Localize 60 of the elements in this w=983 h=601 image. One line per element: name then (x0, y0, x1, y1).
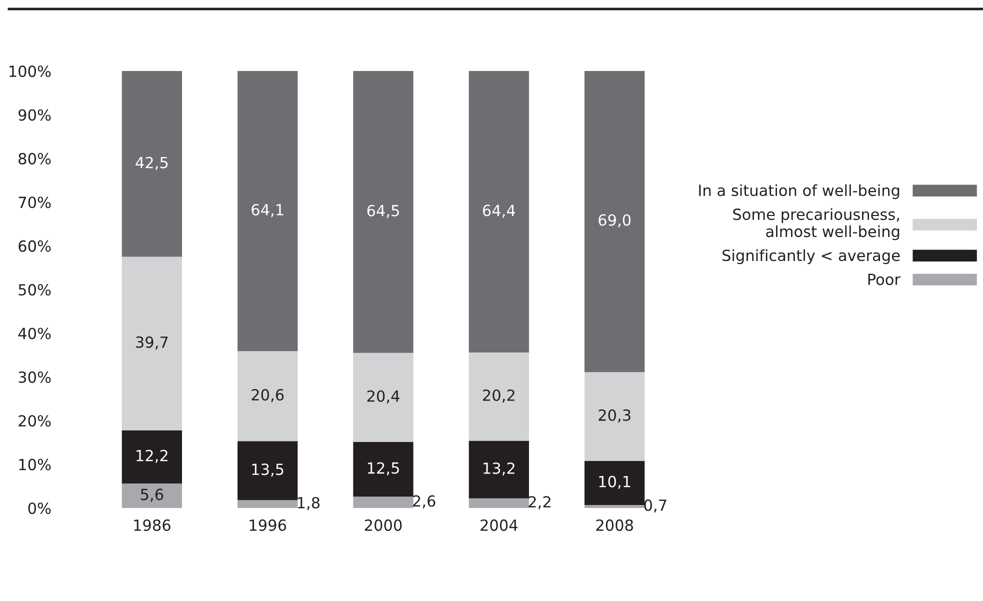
legend-label: Significantly < average (722, 249, 900, 264)
data-label: 13,5 (252, 464, 284, 477)
bar (122, 256, 182, 430)
legend-label: Poor (868, 274, 900, 286)
bar (584, 504, 645, 508)
y-tick-label: 10% (19, 458, 51, 470)
x-tick-label: 1996 (250, 519, 286, 531)
x-tick-label: 2004 (480, 519, 518, 531)
data-label: 2,6 (413, 495, 436, 508)
y-tick-label: 80% (18, 152, 51, 164)
y-tick-label: 100% (10, 66, 51, 78)
bar (353, 71, 414, 353)
data-label: 1,8 (298, 496, 320, 510)
bar (353, 496, 414, 508)
data-label: 0,7 (644, 499, 666, 512)
data-label: 42,5 (136, 156, 168, 170)
bar (353, 352, 414, 442)
data-label: 20,3 (598, 409, 630, 422)
data-label: 12,5 (368, 462, 399, 476)
data-label: 64,1 (252, 204, 284, 218)
data-label: 69,0 (598, 214, 631, 228)
y-tick-label: 30% (18, 371, 51, 383)
data-label: 2,2 (528, 496, 550, 510)
y-tick-label: 60% (18, 240, 51, 252)
data-label: 13,2 (484, 462, 514, 476)
bar (122, 430, 182, 484)
y-tick-label: 70% (18, 196, 51, 208)
bar (584, 460, 645, 505)
data-label: 39,7 (136, 336, 168, 350)
bar (353, 442, 414, 497)
legend-label: Some precariousness, almost well-being (733, 208, 900, 240)
y-tick-label: 90% (18, 109, 51, 121)
y-tick-label: 40% (18, 328, 51, 340)
bar (584, 71, 645, 372)
bar (584, 372, 645, 461)
data-label: 20,4 (367, 390, 400, 404)
bar (468, 71, 529, 352)
bar (468, 498, 529, 508)
legend-label: In a situation of well-being (699, 184, 900, 200)
bar (122, 484, 182, 508)
data-label: 12,2 (136, 450, 168, 463)
bar (468, 352, 529, 441)
y-tick-label: 0% (28, 502, 51, 514)
bar (468, 440, 529, 498)
bar (238, 71, 298, 352)
bar (238, 351, 298, 442)
data-label: 10,1 (599, 476, 630, 489)
data-label: 5,6 (140, 488, 164, 502)
bar (122, 71, 182, 257)
data-label: 64,5 (367, 204, 399, 218)
y-tick-label: 50% (18, 284, 51, 296)
x-tick-label: 2008 (596, 519, 633, 531)
bar (238, 441, 298, 500)
data-label: 20,6 (252, 389, 284, 402)
bar (238, 500, 298, 508)
y-tick-label: 20% (18, 415, 51, 427)
x-tick-label: 1986 (134, 519, 170, 531)
data-label: 20,2 (483, 389, 514, 403)
x-tick-label: 2000 (364, 519, 402, 531)
data-label: 64,4 (482, 204, 516, 218)
